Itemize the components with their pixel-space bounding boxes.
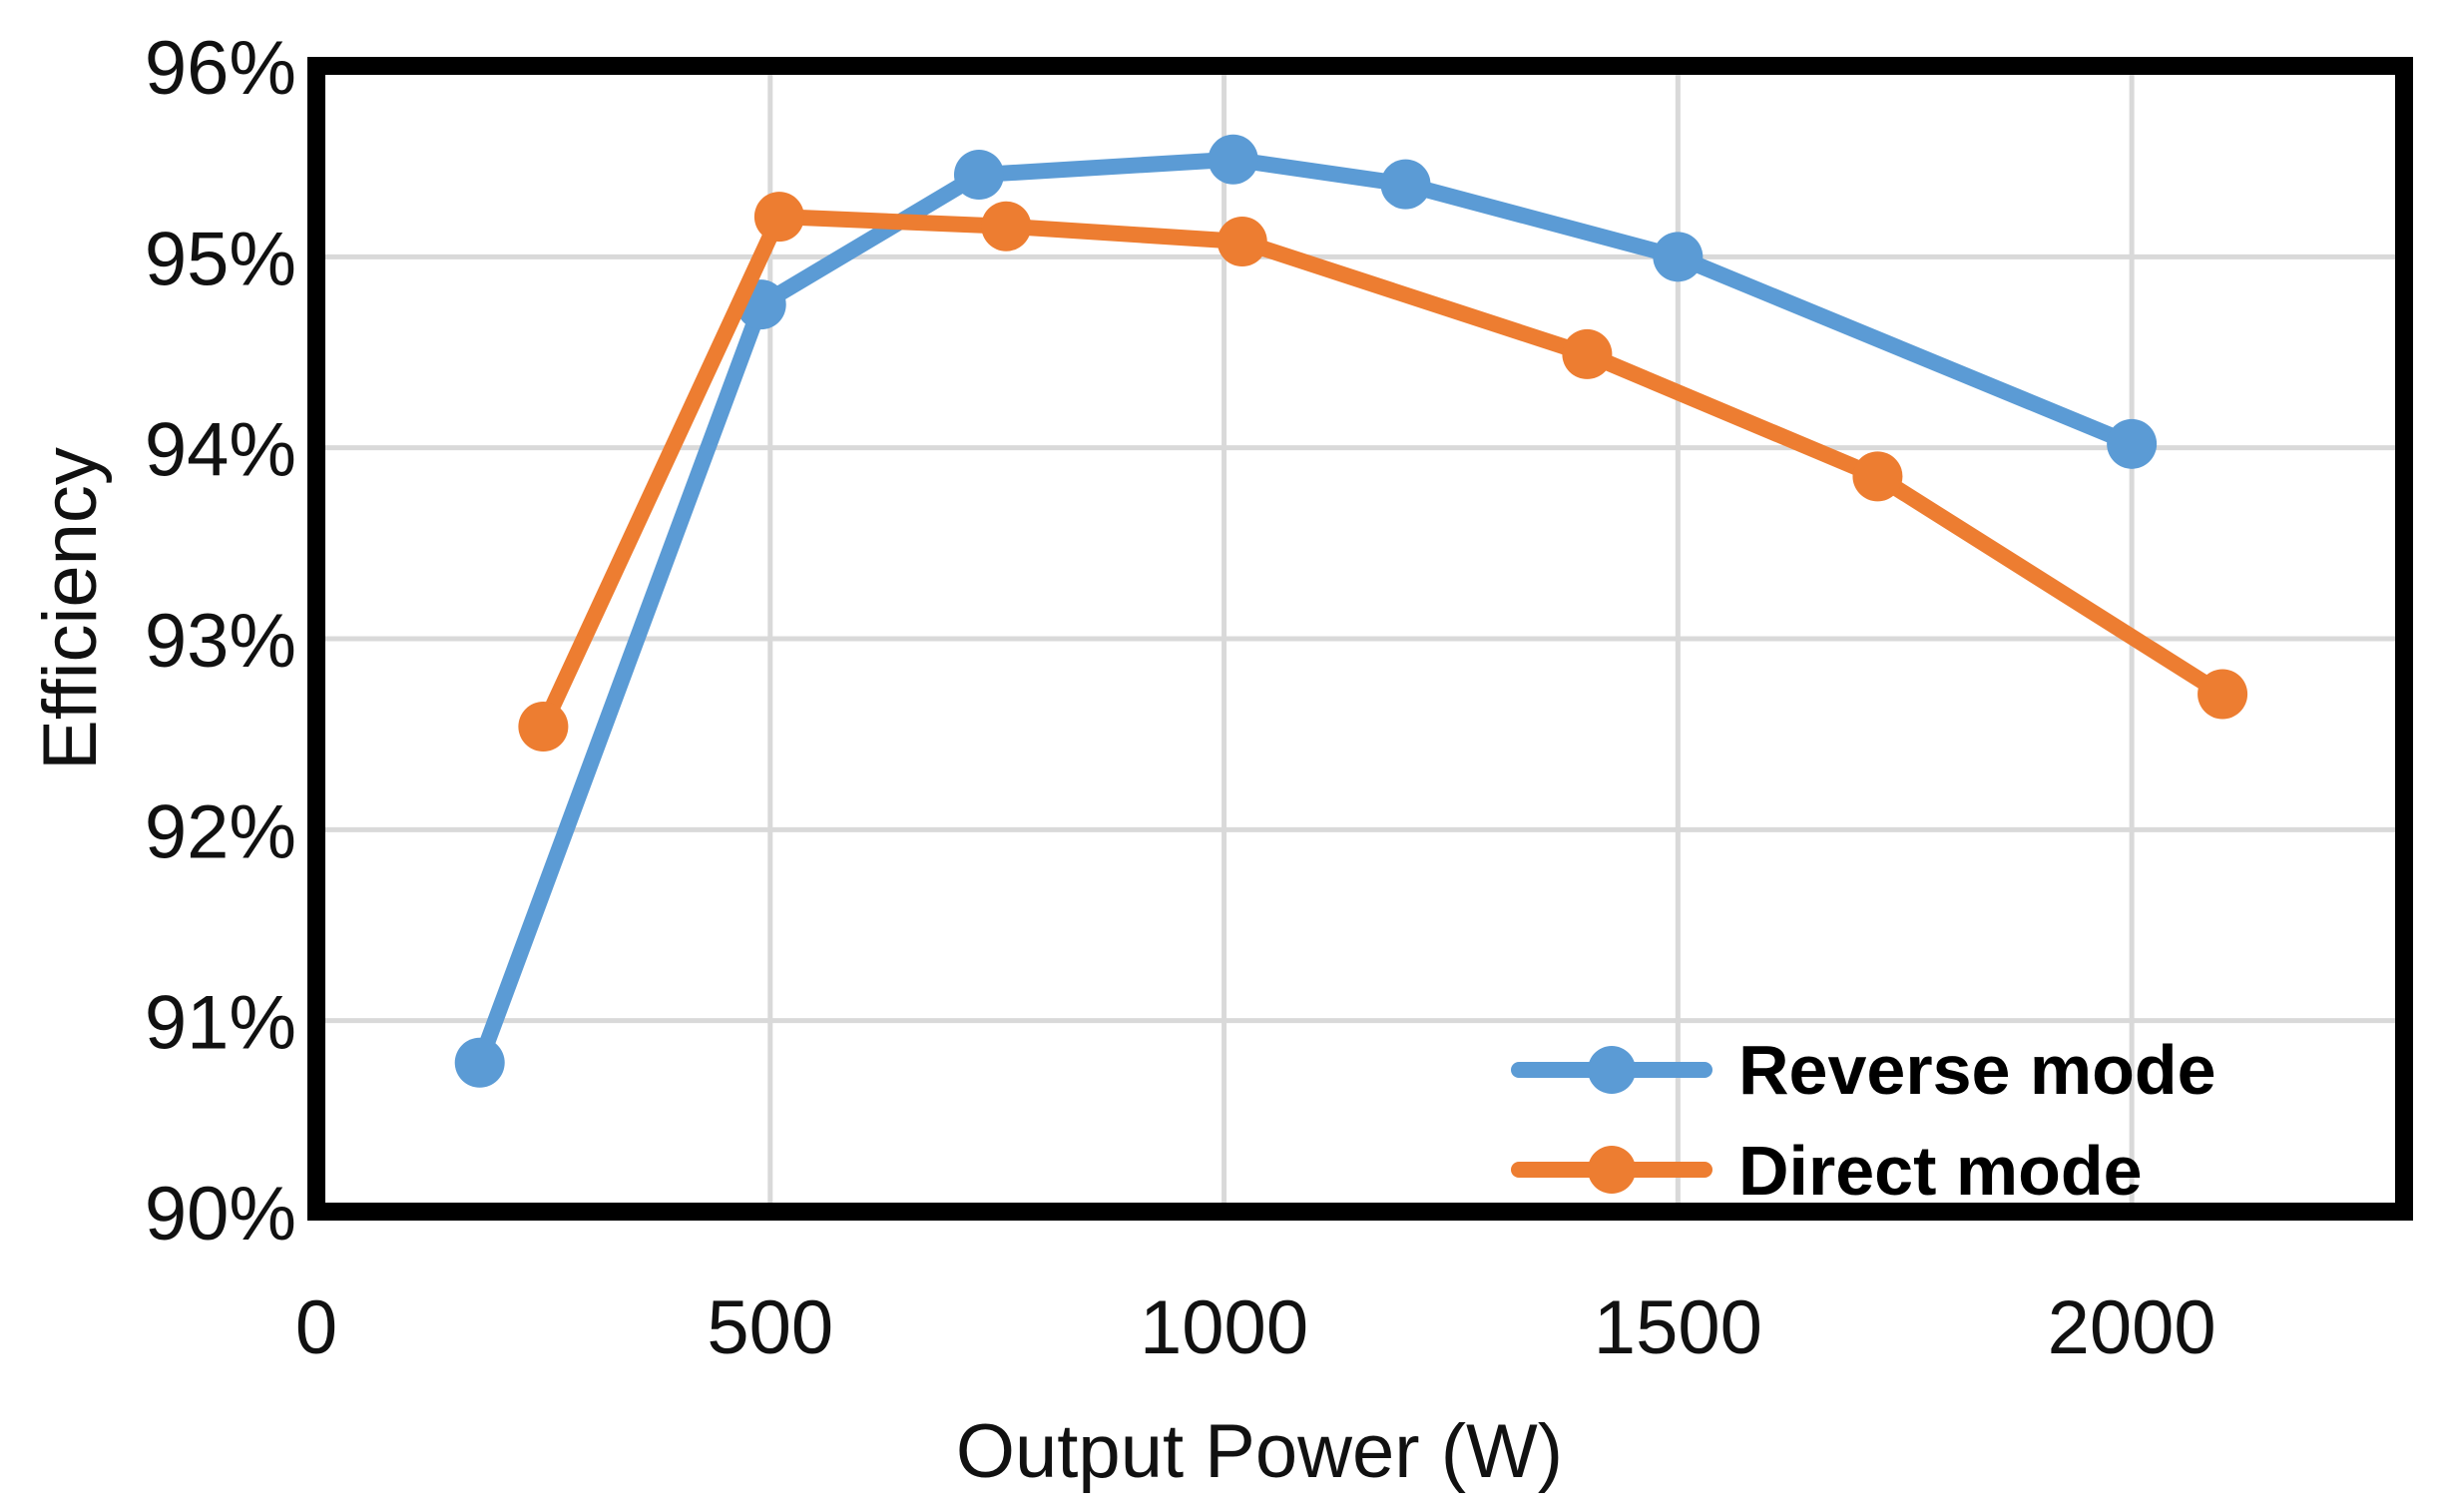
legend: Reverse mode Direct mode: [1511, 1031, 2216, 1210]
data-point-reverse-mode: [1653, 232, 1704, 282]
y-axis-title: Efficiency: [28, 447, 113, 770]
series-direct-mode: [518, 192, 2248, 753]
y-tick-label: 96%: [145, 26, 296, 111]
data-point-reverse-mode: [1208, 134, 1258, 185]
y-tick-label: 95%: [145, 217, 296, 301]
y-tick-label: 92%: [145, 789, 296, 874]
legend-direct-mode-label: Direct mode: [1738, 1132, 2143, 1210]
x-tick-label: 1500: [1594, 1285, 1762, 1370]
data-point-reverse-mode: [2107, 418, 2158, 469]
x-tick-label: 0: [295, 1285, 337, 1370]
data-point-direct-mode: [518, 702, 569, 753]
data-point-direct-mode: [753, 192, 804, 243]
x-axis-title: Output Power (W): [956, 1409, 1563, 1494]
series-reverse-mode: [454, 134, 2158, 1088]
data-point-direct-mode: [2198, 669, 2248, 720]
series-line-reverse-mode: [471, 151, 2141, 1071]
plot-frame: [307, 57, 2413, 1221]
data-point-direct-mode: [1217, 217, 1267, 267]
y-tick-label: 91%: [145, 981, 296, 1066]
x-tick-label: 1000: [1140, 1285, 1308, 1370]
legend-reverse-mode-marker: [1588, 1046, 1636, 1094]
series-lines: [454, 134, 2248, 1088]
data-point-direct-mode: [1562, 328, 1613, 379]
legend-item-reverse-mode: Reverse mode: [1511, 1031, 2216, 1109]
legend-item-direct-mode: Direct mode: [1511, 1132, 2143, 1210]
data-point-reverse-mode: [454, 1037, 505, 1088]
y-axis-ticks: 90% 91% 92% 93% 94% 95% 96%: [145, 26, 296, 1257]
data-point-direct-mode: [981, 201, 1032, 252]
x-axis-ticks: 0 500 1000 1500 2000: [295, 1285, 2216, 1370]
data-point-reverse-mode: [953, 150, 1004, 201]
y-tick-label: 94%: [145, 408, 296, 493]
legend-direct-mode-marker: [1588, 1146, 1636, 1194]
x-tick-label: 500: [707, 1285, 833, 1370]
data-point-reverse-mode: [1380, 159, 1431, 210]
y-tick-label: 90%: [145, 1172, 296, 1257]
legend-reverse-mode-label: Reverse mode: [1738, 1031, 2216, 1109]
x-tick-label: 2000: [2048, 1285, 2216, 1370]
data-point-direct-mode: [1852, 451, 1903, 502]
y-tick-label: 93%: [145, 599, 296, 684]
